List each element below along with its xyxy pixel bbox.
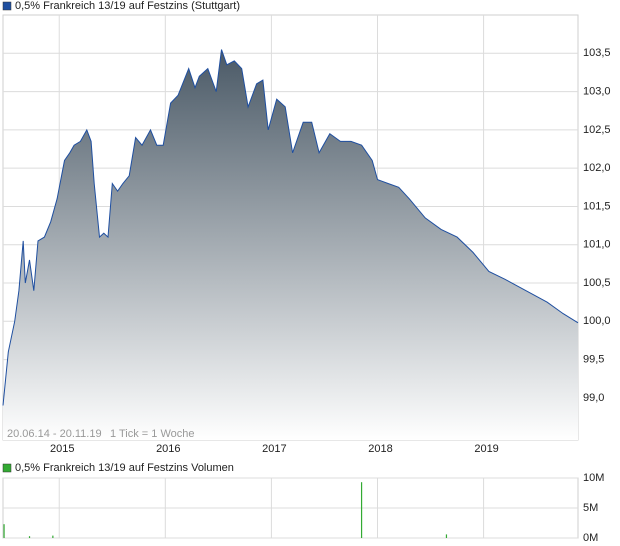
bar bbox=[28, 536, 31, 538]
x-tick-label: 2018 bbox=[368, 443, 392, 455]
y-tick-label: 100,0 bbox=[583, 315, 611, 327]
legend-label: 0,5% Frankreich 13/19 auf Festzins (Stut… bbox=[15, 0, 240, 12]
annotation: 1 Tick = 1 Woche bbox=[110, 428, 194, 440]
bar bbox=[52, 535, 54, 538]
y-tick-label: 103,0 bbox=[583, 85, 611, 97]
y-tick-label: 10M bbox=[583, 472, 604, 484]
y-tick-label: 101,0 bbox=[583, 239, 611, 251]
x-tick-label: 2016 bbox=[156, 443, 180, 455]
x-tick-label: 2019 bbox=[474, 443, 498, 455]
line bbox=[2, 49, 579, 406]
y-tick-label: 99,5 bbox=[583, 354, 604, 366]
bar bbox=[445, 534, 448, 538]
legend-swatch bbox=[2, 1, 12, 11]
y-tick-label: 102,0 bbox=[583, 162, 611, 174]
area bbox=[3, 49, 578, 440]
y-tick-label: 102,5 bbox=[583, 124, 611, 136]
y-tick-label: 100,5 bbox=[583, 277, 611, 289]
bar bbox=[3, 524, 5, 538]
y-tick-label: 0M bbox=[583, 532, 598, 544]
annotation: 20.06.14 - 20.11.19 bbox=[7, 428, 102, 440]
y-tick-label: 101,5 bbox=[583, 200, 611, 212]
y-tick-label: 5M bbox=[583, 502, 598, 514]
x-tick-label: 2015 bbox=[50, 443, 74, 455]
legend-swatch bbox=[2, 463, 12, 473]
bar bbox=[360, 482, 363, 538]
x-tick-label: 2017 bbox=[262, 443, 286, 455]
legend-label: 0,5% Frankreich 13/19 auf Festzins Volum… bbox=[15, 462, 234, 474]
y-tick-label: 99,0 bbox=[583, 392, 604, 404]
y-tick-label: 103,5 bbox=[583, 47, 611, 59]
